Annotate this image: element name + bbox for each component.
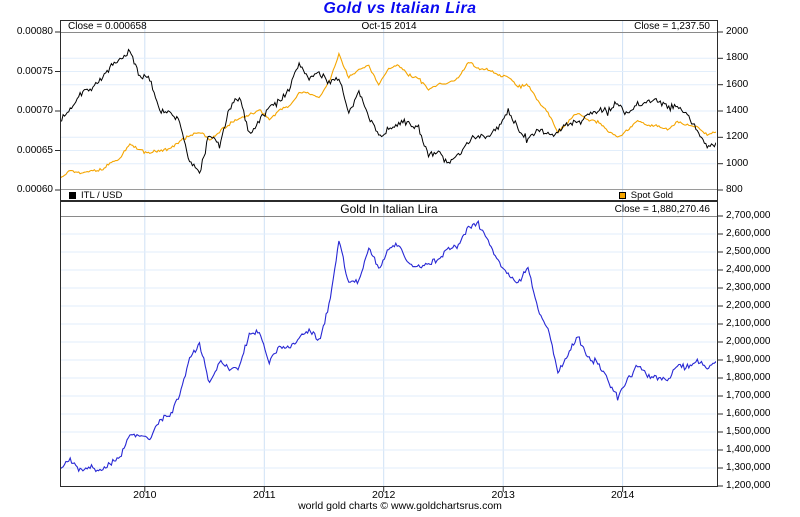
y-axis-tick-label-right: 1400 [726, 106, 748, 116]
gold-close-annotation: Close = 1,237.50 [634, 21, 710, 33]
y-axis-tick-label-right: 1,900,000 [726, 355, 771, 365]
lira-close-annotation: Close = 1,880,270.46 [615, 202, 710, 217]
y-axis-tick-label-right: 1,600,000 [726, 409, 771, 419]
legend-label-spot-gold: Spot Gold [631, 190, 673, 201]
footer-credit: world gold charts © www.goldchartsrus.co… [0, 500, 800, 512]
y-axis-tick-label-right: 1600 [726, 80, 748, 90]
legend-item-spot-gold: Spot Gold [619, 190, 673, 201]
y-axis-tick-label-right: 1000 [726, 159, 748, 169]
bottom-panel: Gold In Italian Lira Close = 1,880,270.4… [60, 201, 718, 487]
y-axis-tick-label-left: 0.00080 [1, 27, 53, 37]
y-axis-tick-label-right: 1,200,000 [726, 481, 771, 491]
y-axis-tick-label-right: 1,500,000 [726, 427, 771, 437]
y-axis-tick-label-right: 2,000,000 [726, 337, 771, 347]
y-axis-tick-label-right: 1200 [726, 132, 748, 142]
page-title: Gold vs Italian Lira [0, 0, 800, 18]
y-axis-tick-label-right: 2,700,000 [726, 211, 771, 221]
top-panel: Close = 0.000658 Oct-15 2014 Close = 1,2… [60, 20, 718, 201]
y-axis-tick-label-right: 2,300,000 [726, 283, 771, 293]
bottom-panel-header: Gold In Italian Lira Close = 1,880,270.4… [61, 202, 717, 217]
y-axis-tick-label-right: 2,200,000 [726, 301, 771, 311]
y-axis-tick-label-right: 2,400,000 [726, 265, 771, 275]
y-axis-tick-label-right: 1,700,000 [726, 391, 771, 401]
y-axis-tick-label-right: 1,400,000 [726, 445, 771, 455]
spot-gold-swatch-icon [619, 192, 626, 199]
y-axis-tick-label-right: 800 [726, 185, 743, 195]
legend-item-itl-usd: ITL / USD [69, 190, 122, 201]
gold-vs-lira-chart: Gold vs Italian Lira Close = 0.000658 Oc… [0, 0, 800, 517]
y-axis-tick-label-right: 1,800,000 [726, 373, 771, 383]
y-axis-tick-label-left: 0.00070 [1, 106, 53, 116]
date-annotation: Oct-15 2014 [61, 21, 717, 33]
y-axis-tick-label-right: 2,600,000 [726, 229, 771, 239]
legend-label-itl-usd: ITL / USD [81, 190, 122, 201]
y-axis-tick-label-left: 0.00075 [1, 67, 53, 77]
y-axis-tick-label-right: 1800 [726, 53, 748, 63]
itl-usd-swatch-icon [69, 192, 76, 199]
y-axis-tick-label-left: 0.00065 [1, 146, 53, 156]
legend: ITL / USD Spot Gold [61, 189, 717, 200]
y-axis-tick-label-right: 1,300,000 [726, 463, 771, 473]
y-axis-tick-label-left: 0.00060 [1, 185, 53, 195]
y-axis-tick-label-right: 2,100,000 [726, 319, 771, 329]
y-axis-tick-label-right: 2,500,000 [726, 247, 771, 257]
top-panel-header: Close = 0.000658 Oct-15 2014 Close = 1,2… [61, 21, 717, 33]
y-axis-tick-label-right: 2000 [726, 27, 748, 37]
